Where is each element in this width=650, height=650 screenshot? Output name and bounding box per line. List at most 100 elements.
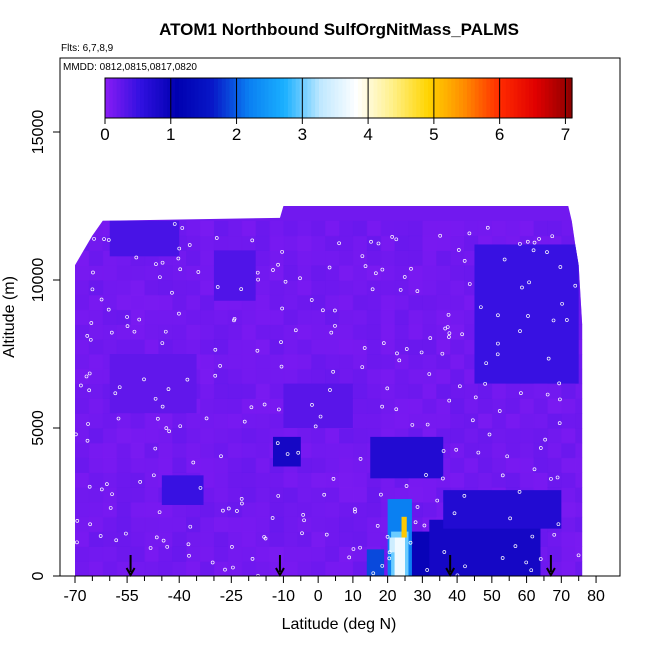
field-cell <box>241 472 257 488</box>
field-cell <box>130 531 146 547</box>
field-cell <box>394 398 410 414</box>
field-cell <box>366 265 382 281</box>
field-cell <box>380 487 396 503</box>
field-cell <box>477 428 493 444</box>
sample-point <box>256 277 260 282</box>
colorbar-tick-label: 3 <box>298 125 307 144</box>
field-cell <box>436 235 451 251</box>
field-cell <box>352 398 368 414</box>
colorbar-segment <box>529 78 534 118</box>
colorbar-segment <box>326 78 332 118</box>
field-cell <box>213 561 229 576</box>
field-cell <box>352 309 368 325</box>
field-cell <box>75 457 90 473</box>
field-cell <box>311 294 326 311</box>
colorbar-segment <box>474 78 480 118</box>
sample-point <box>331 369 335 374</box>
field-cell <box>200 339 215 355</box>
field-cell <box>172 309 187 325</box>
colorbar-segment <box>221 78 227 118</box>
field-cell <box>172 413 187 429</box>
sample-point <box>322 492 327 497</box>
colorbar-segment <box>338 78 343 118</box>
field-cell <box>491 220 507 237</box>
colorbar-segment <box>241 78 246 118</box>
sample-point <box>163 329 168 334</box>
colorbar-segment <box>175 78 180 118</box>
sample-point <box>476 450 481 455</box>
field-cell <box>88 324 104 340</box>
field-cell <box>519 472 535 488</box>
colorbar-segment <box>439 78 445 118</box>
sample-point <box>157 510 162 515</box>
sample-point <box>557 381 562 386</box>
field-cell <box>283 294 298 311</box>
field-cell <box>491 413 507 429</box>
field-cell <box>186 309 201 325</box>
sample-point <box>495 352 500 357</box>
field-cell <box>339 546 354 562</box>
colorbar-segment <box>540 78 546 118</box>
field-cell <box>352 294 368 311</box>
field-cell <box>575 531 583 547</box>
field-cell <box>116 265 132 281</box>
field-cell <box>339 561 354 576</box>
field-cell <box>88 354 104 370</box>
marker-arrowhead-1 <box>275 567 285 578</box>
field-cell <box>255 442 271 459</box>
field-cell <box>172 502 187 518</box>
field-cell <box>464 428 479 444</box>
field-cell <box>144 309 159 325</box>
colorbar-segment <box>229 78 235 118</box>
field-cell <box>241 516 257 533</box>
field-cell <box>200 309 215 325</box>
field-cell <box>269 398 285 414</box>
sample-point <box>333 323 337 328</box>
field-cell <box>297 354 312 370</box>
field-cell <box>394 265 410 281</box>
colorbar-segment <box>509 78 515 118</box>
sample-point <box>483 381 487 386</box>
field-cell <box>297 502 312 518</box>
field-cell <box>172 457 187 473</box>
sample-point <box>446 312 451 317</box>
field-cell <box>255 294 271 311</box>
field-cell <box>394 294 410 311</box>
field-cell <box>255 457 271 473</box>
sample-point <box>154 262 158 266</box>
field-cell <box>88 561 104 576</box>
field-cell <box>213 368 229 385</box>
field-cell <box>88 502 104 518</box>
field-cell <box>158 309 173 325</box>
field-cell <box>102 472 118 488</box>
field-cell <box>144 487 159 503</box>
field-cell <box>575 428 583 444</box>
field-cell <box>241 502 257 518</box>
field-cell <box>366 413 382 429</box>
field-cell <box>297 280 312 296</box>
concentration-field <box>75 206 583 576</box>
sample-point <box>106 238 111 242</box>
field-cell <box>102 442 118 459</box>
field-cell <box>186 428 201 444</box>
sample-point <box>347 555 352 560</box>
field-cell <box>519 220 535 237</box>
sample-point <box>249 405 254 410</box>
sample-point <box>358 457 363 461</box>
colorbar-segment <box>408 78 414 118</box>
field-cell <box>144 428 159 444</box>
field-cell <box>547 546 562 562</box>
field-cell <box>297 516 312 533</box>
field-feature-16 <box>283 383 353 428</box>
sample-point <box>125 324 130 328</box>
sample-point <box>309 298 314 302</box>
field-cell <box>200 457 215 473</box>
field-cell <box>297 561 312 576</box>
field-cell <box>339 324 354 340</box>
sample-point <box>79 383 83 388</box>
colorbar-segment <box>303 78 308 118</box>
field-cell <box>130 280 146 296</box>
field-cell <box>213 235 229 251</box>
field-cell <box>116 280 132 296</box>
field-cell <box>505 428 521 444</box>
